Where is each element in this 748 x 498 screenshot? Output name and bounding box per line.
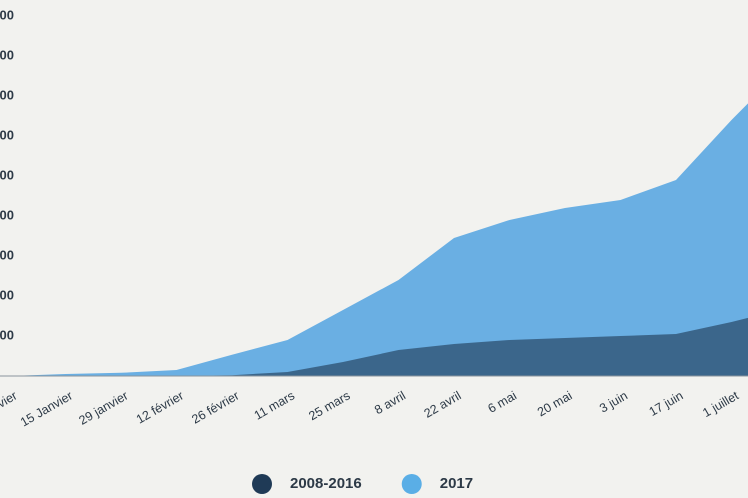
x-tick-label: 20 mai (535, 388, 575, 419)
y-tick-label: 300 (0, 247, 14, 262)
x-tick-label: 26 février (189, 388, 241, 426)
y-tick-label: 100 (0, 327, 14, 342)
x-tick-label: 1 juillet (700, 388, 741, 420)
legend-marker (401, 474, 422, 494)
y-tick-label: 600 (0, 127, 14, 142)
y-tick-label: 700 (0, 87, 14, 102)
x-tick-label: 3 juin (597, 388, 630, 415)
x-tick-label: 11 mars (252, 388, 297, 422)
x-tick-label: 1 janvier (0, 388, 20, 424)
y-tick-label: 500 (0, 167, 14, 182)
y-tick-label: 200 (0, 287, 14, 302)
x-tick-label: 25 mars (306, 388, 352, 423)
legend-label: 2017 (440, 475, 473, 492)
area (10, 103, 748, 376)
x-tick-label: 22 avril (422, 388, 464, 420)
legend-label: 2008-2016 (290, 475, 362, 492)
x-tick-label: 17 juin (647, 388, 686, 419)
x-tick-label: 12 février (134, 388, 186, 426)
x-tick-label: 29 janvier (77, 388, 131, 427)
legend: 2008-2016 2017 (252, 474, 473, 494)
plot-area (10, 103, 748, 376)
y-tick-label: 400 (0, 207, 14, 222)
area (10, 317, 748, 376)
y-tick-label: 800 (0, 47, 14, 62)
x-tick-label: 6 mai (486, 388, 519, 415)
y-tick-label: 900 (0, 7, 14, 22)
x-tick-label: 8 avril (372, 388, 408, 417)
x-tick-label: 15 Janvier (18, 388, 75, 429)
legend-marker (252, 474, 272, 494)
